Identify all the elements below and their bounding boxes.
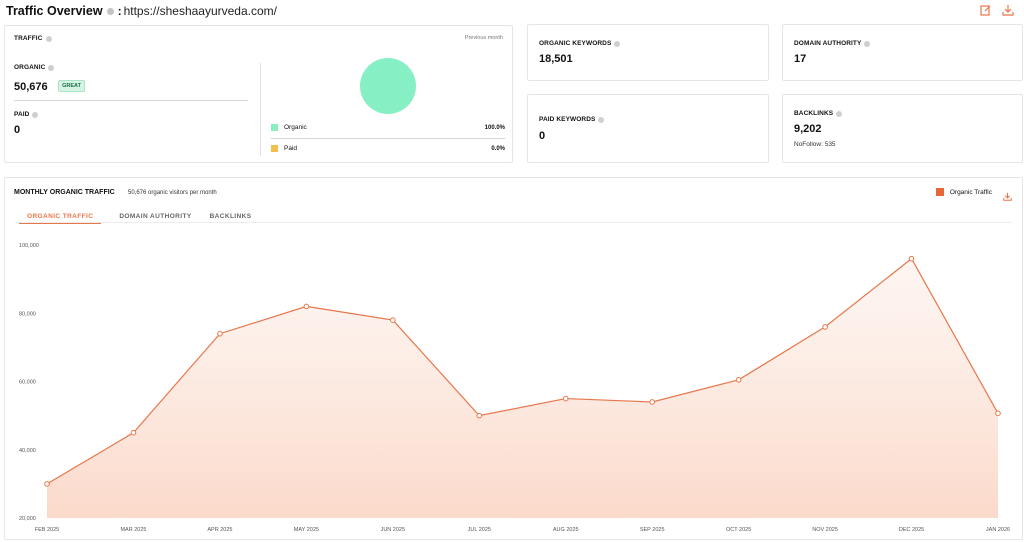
x-tick-label: JAN 2026 [986,527,1010,533]
traffic-pie-chart [360,58,416,114]
domain-authority-card: DOMAIN AUTHORITY 17 [782,24,1023,81]
domain-url: https://sheshaayurveda.com/ [123,4,277,18]
data-point[interactable] [130,429,137,436]
traffic-period: Previous month [464,35,503,41]
title-separator: : [117,4,122,18]
backlinks-card: BACKLINKS 9,202 NoFollow: 535 [782,94,1023,163]
chart-legend: Organic Traffic [935,188,992,196]
legend-organic: Organic 100.0% [271,124,505,131]
divider [14,100,248,101]
data-point[interactable] [908,255,915,262]
organic-value-row: 50,676 GREAT [14,77,85,95]
data-point[interactable] [735,376,742,383]
data-point[interactable] [44,481,50,487]
paid-keywords-value: 0 [539,130,546,142]
info-icon[interactable] [614,40,621,47]
vertical-divider [260,63,261,156]
tab-domain-authority[interactable]: DOMAIN AUTHORITY [119,213,192,220]
info-icon[interactable] [48,64,55,71]
data-point[interactable] [217,330,223,337]
y-tick-label: 80,000 [19,311,36,317]
organic-traffic-chart: 20,000 40,000 60,000 80,000 100,000 FEB 2025 M… [19,243,1010,533]
info-icon[interactable] [106,7,114,15]
traffic-area [47,258,998,518]
backlinks-value: 9,202 [794,123,822,135]
monthly-title: MONTHLY ORGANIC TRAFFIC [14,189,115,196]
backlinks-label: BACKLINKS [794,110,843,117]
x-tick-label: MAR 2025 [120,527,146,533]
divider [271,138,505,139]
paid-value: 0 [14,124,21,136]
x-tick-label: SEP 2025 [640,527,665,533]
monthly-subtitle: 50,676 organic visitors per month [128,190,217,196]
organic-label: ORGANIC [14,64,55,71]
x-tick-label: FEB 2025 [35,527,59,533]
backlinks-nofollow: NoFollow: 535 [794,141,836,148]
tab-backlinks[interactable]: BACKLINKS [209,213,252,220]
info-icon[interactable] [45,35,52,42]
y-tick-label: 100,000 [19,243,39,249]
legend-organic-traffic-label: Organic Traffic [949,188,992,196]
traffic-card: TRAFFIC Previous month ORGANIC 50,676 GR… [4,25,513,163]
data-point[interactable] [822,324,828,330]
x-tick-label: MAY 2025 [294,527,319,533]
page-title: Traffic Overview [6,4,103,18]
x-tick-label: JUN 2025 [381,527,405,533]
legend-paid: Paid 0.0% [271,145,505,152]
legend-paid-label: Paid [284,145,298,152]
organic-value: 50,676 [14,81,48,93]
x-tick-label: AUG 2025 [553,527,579,533]
paid-keywords-label: PAID KEYWORDS [539,116,605,123]
x-tick-label: NOV 2025 [812,527,838,533]
info-icon[interactable] [836,110,843,117]
download-icon[interactable] [1002,4,1014,16]
organic-keywords-label: ORGANIC KEYWORDS [539,40,621,47]
paid-label: PAID [14,111,39,118]
legend-swatch-paid [271,145,278,152]
traffic-label: TRAFFIC [14,35,52,42]
data-point[interactable] [476,412,483,419]
status-badge: GREAT [58,79,85,92]
edit-report-icon[interactable] [980,4,992,16]
y-tick-label: 20,000 [19,516,36,522]
header-actions [980,4,1014,16]
info-icon[interactable] [598,116,605,123]
legend-swatch-organic-traffic [935,188,944,196]
data-point[interactable] [649,399,655,405]
y-tick-label: 60,000 [19,380,36,386]
domain-authority-label: DOMAIN AUTHORITY [794,40,871,47]
data-point[interactable] [390,317,396,323]
info-icon[interactable] [864,40,871,47]
x-tick-label: APR 2025 [207,527,232,533]
organic-keywords-value: 18,501 [539,53,573,65]
page-header: Traffic Overview : https://sheshaayurved… [6,2,277,20]
legend-swatch-organic [271,124,278,131]
data-point[interactable] [995,410,1001,417]
legend-paid-percent: 0.0% [491,145,505,152]
x-tick-label: JUL 2025 [468,527,491,533]
data-point[interactable] [303,303,310,310]
y-tick-label: 40,000 [19,448,36,454]
tab-organic-traffic[interactable]: ORGANIC TRAFFIC [19,213,102,224]
x-tick-label: OCT 2025 [726,527,751,533]
chart-tabs: ORGANIC TRAFFIC DOMAIN AUTHORITY BACKLIN… [19,213,251,224]
monthly-traffic-card: MONTHLY ORGANIC TRAFFIC 50,676 organic v… [4,177,1023,540]
data-point[interactable] [562,395,569,402]
info-icon[interactable] [32,111,39,118]
paid-keywords-card: PAID KEYWORDS 0 [527,94,769,163]
chart-download-icon[interactable] [1003,188,1012,206]
x-tick-label: DEC 2025 [899,527,924,533]
legend-organic-percent: 100.0% [484,124,505,131]
organic-keywords-card: ORGANIC KEYWORDS 18,501 [527,24,769,81]
tab-divider [15,222,1012,223]
domain-authority-value: 17 [794,53,807,65]
legend-organic-label: Organic [284,124,307,131]
traffic-line [46,257,999,485]
